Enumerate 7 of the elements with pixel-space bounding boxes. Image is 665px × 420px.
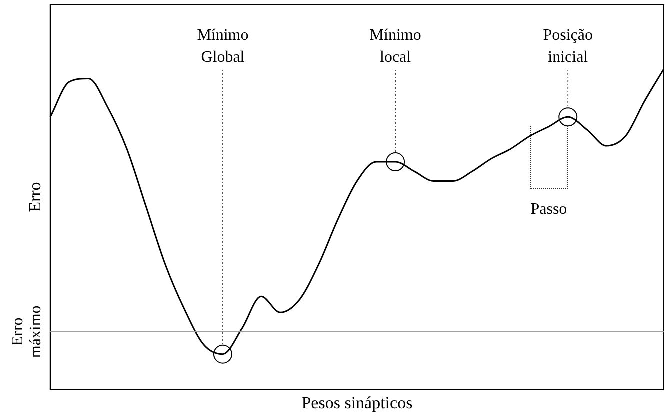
ref-line-label: Erro máximo (9, 306, 44, 358)
text: Posição inicial (543, 27, 594, 66)
x-axis-title: Pesos sinápticos (302, 393, 413, 412)
text: Mínimo Global (197, 27, 249, 66)
annotation: Passo (530, 201, 568, 218)
y-axis-title: Erro (26, 182, 45, 212)
text: Mínimo local (370, 27, 422, 66)
